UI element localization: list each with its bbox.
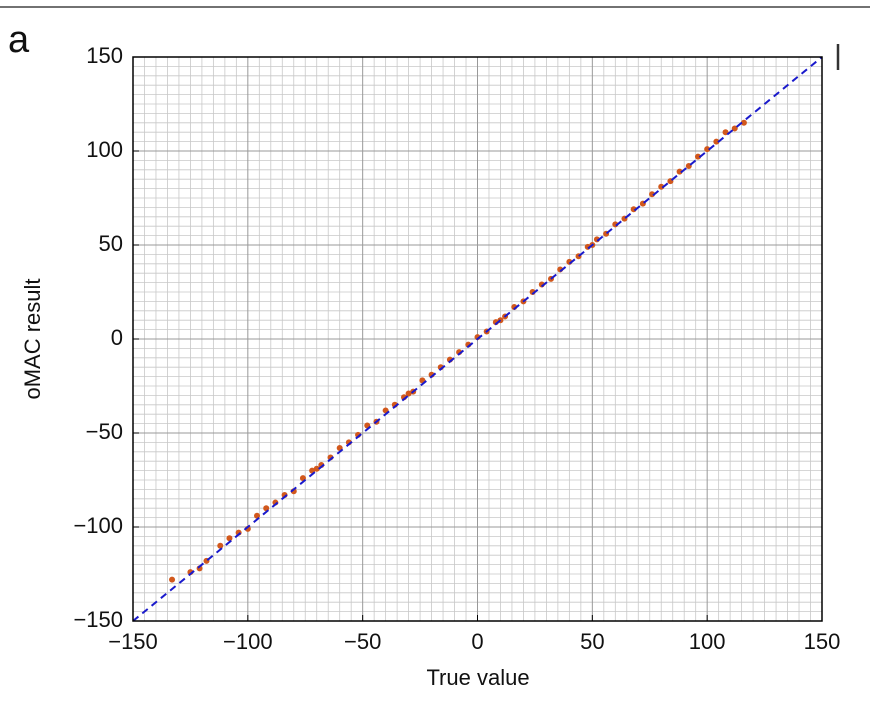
x-axis-label: True value [426, 665, 529, 690]
point [704, 146, 711, 153]
y-tick-label: 50 [99, 231, 123, 256]
point [217, 542, 224, 549]
y-tick-label: −50 [86, 419, 123, 444]
reference-line [132, 56, 823, 622]
x-tick-label: −50 [344, 629, 381, 654]
y-tick-label: 150 [86, 43, 123, 68]
x-tick-label: 100 [689, 629, 726, 654]
x-tick-label: 0 [471, 629, 483, 654]
y-axis-label: oMAC result [20, 278, 45, 399]
x-tick-label: −100 [223, 629, 273, 654]
y-tick-label: 100 [86, 137, 123, 162]
point [405, 390, 412, 397]
y-tick-label: −150 [73, 607, 123, 632]
x-tick-label: 50 [580, 629, 604, 654]
point [676, 168, 683, 175]
y-tick-label: 0 [111, 325, 123, 350]
panel-label: a [8, 19, 30, 61]
point [694, 153, 701, 160]
point [226, 535, 233, 542]
plot-frame [132, 56, 823, 622]
point [740, 119, 747, 126]
x-tick-label: 150 [804, 629, 841, 654]
point [731, 125, 738, 132]
point [169, 576, 176, 583]
x-tick-label: −150 [108, 629, 158, 654]
point [313, 465, 320, 472]
y-tick-label: −100 [73, 513, 123, 538]
point [713, 138, 720, 145]
